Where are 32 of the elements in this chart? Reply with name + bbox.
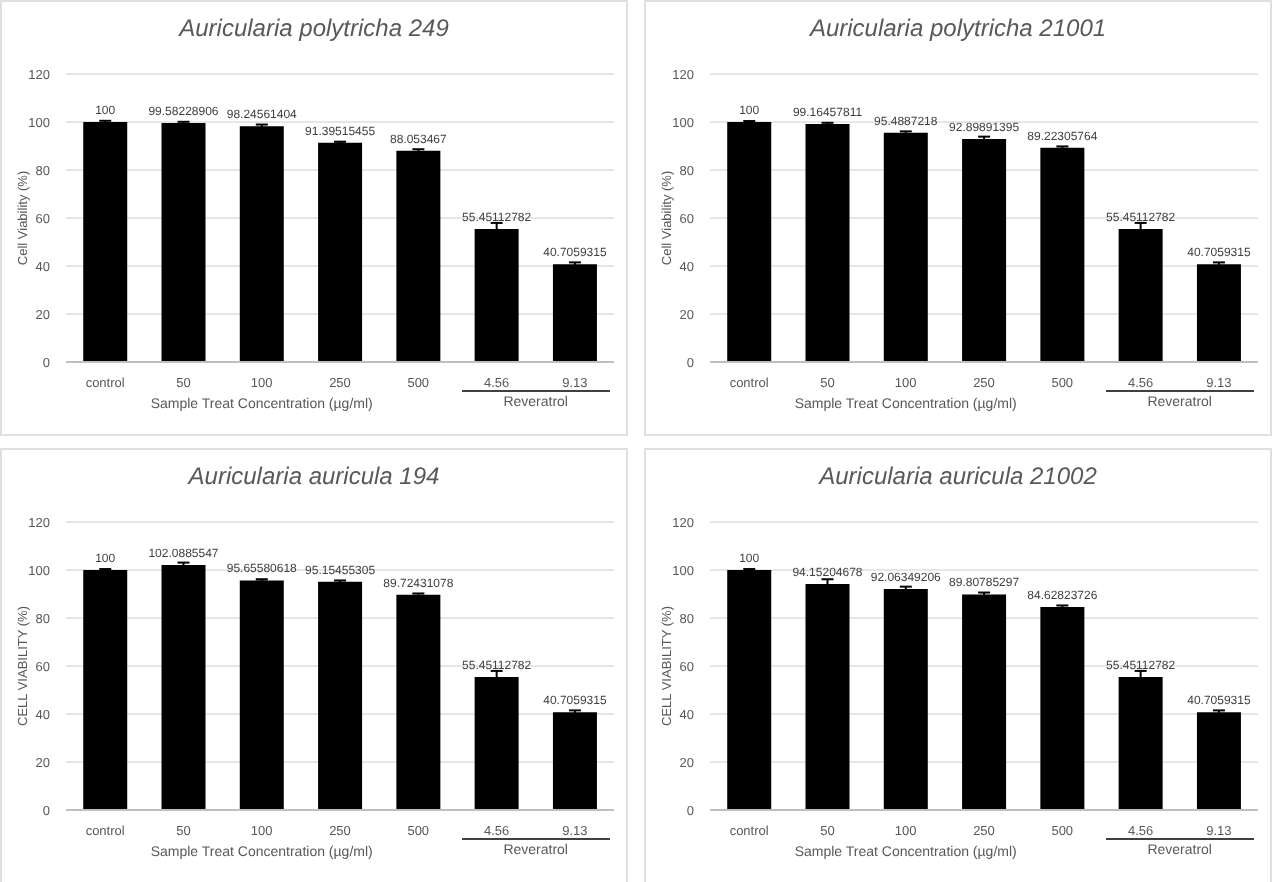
bar — [883, 589, 928, 810]
bar — [1118, 228, 1163, 362]
bar — [161, 564, 206, 810]
bar — [805, 124, 850, 362]
bar — [883, 132, 928, 362]
bar — [1040, 606, 1085, 810]
bar — [962, 139, 1007, 362]
bar — [318, 581, 363, 810]
bar — [396, 150, 441, 362]
bar — [239, 126, 284, 362]
bar — [727, 122, 772, 362]
bar — [962, 594, 1007, 810]
chart-title: Auricularia polytricha 21001 — [807, 14, 1109, 46]
bar — [727, 570, 772, 810]
chart-title: Auricularia auricula 194 — [185, 462, 442, 494]
bar — [474, 228, 519, 362]
bar — [318, 142, 363, 362]
bar — [552, 264, 597, 362]
bar — [83, 122, 128, 362]
chart-title: Auricularia polytricha 249 — [176, 14, 451, 46]
bar — [552, 712, 597, 810]
bar — [1118, 676, 1163, 810]
bar — [1196, 264, 1241, 362]
bar — [83, 570, 128, 810]
bar — [396, 594, 441, 810]
bar — [161, 123, 206, 362]
bar — [239, 580, 284, 810]
bar — [805, 584, 850, 810]
bar — [1196, 712, 1241, 810]
chart-title: Auricularia auricula 21002 — [816, 462, 1099, 494]
bar — [474, 676, 519, 810]
bar — [1040, 147, 1085, 362]
